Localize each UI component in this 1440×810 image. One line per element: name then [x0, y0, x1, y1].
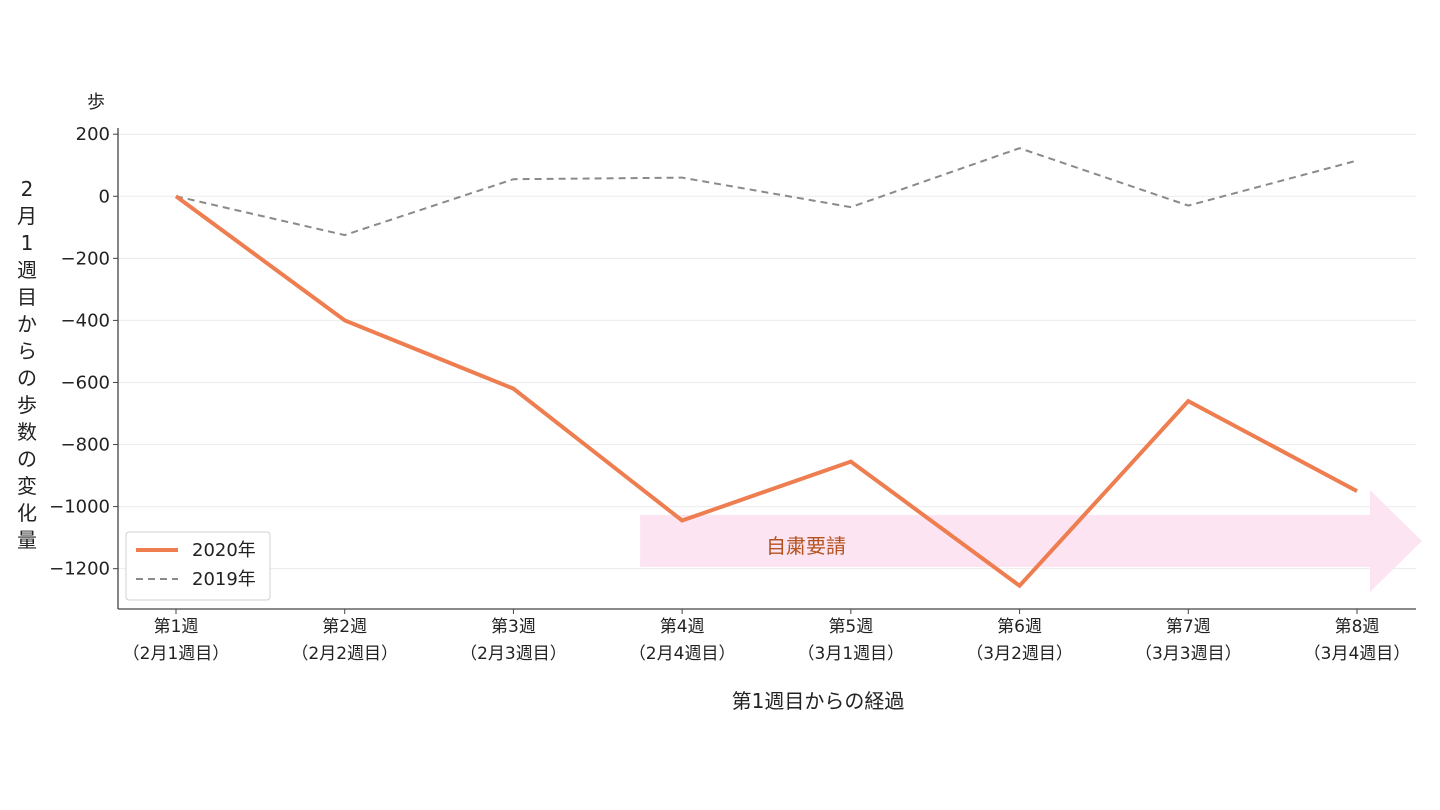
y-tick-label: −400: [61, 310, 110, 331]
annotation-label: 自粛要請: [766, 534, 846, 558]
series-line-2019年: [175, 147, 1358, 237]
x-tick-label: 第7週: [1166, 617, 1211, 637]
x-tick-label: 第2週: [322, 617, 367, 637]
y-tick-label: −1000: [49, 497, 110, 518]
x-tick-label: 第6週: [997, 617, 1042, 637]
series-line-2020年: [174, 194, 1358, 589]
legend-label-2019: 2019年: [192, 569, 256, 590]
x-axis-ticks: 第1週 （2月1週目） 第2週 （2月2週目） 第3週 （2月3週目） 第4週 （2月4週目）…: [123, 609, 1411, 664]
x-tick-sublabel: （3月1週目）: [798, 644, 905, 664]
annotation-arrow-shape: [640, 490, 1422, 592]
y-tick-label: −600: [61, 372, 110, 393]
y-tick-label: −200: [61, 248, 110, 269]
x-tick-sublabel: （3月2週目）: [966, 644, 1073, 664]
y-axis-title: 2 月 1 週目からの歩数の変化量: [17, 177, 37, 552]
x-tick-sublabel: （3月4週目）: [1304, 644, 1411, 664]
grid-lines: [118, 133, 1416, 570]
axes: [117, 128, 1416, 610]
legend: 2020年 2019年: [125, 531, 271, 601]
x-tick-label: 第4週: [660, 617, 705, 637]
x-tick-sublabel: （2月3週目）: [460, 644, 567, 664]
y-tick-label: −800: [61, 435, 110, 456]
y-tick-label: −1200: [49, 559, 110, 580]
x-tick-label: 第3週: [491, 617, 536, 637]
x-tick-sublabel: （3月3週目）: [1135, 644, 1242, 664]
y-axis-unit-label: 歩: [87, 92, 105, 113]
x-tick-label: 第8週: [1335, 617, 1380, 637]
y-tick-label: 200: [76, 124, 110, 145]
x-tick-sublabel: （2月2週目）: [291, 644, 398, 664]
legend-label-2020: 2020年: [192, 540, 256, 561]
x-tick-sublabel: （2月1週目）: [123, 644, 230, 664]
x-tick-sublabel: （2月4週目）: [629, 644, 736, 664]
x-tick-label: 第5週: [828, 617, 873, 637]
x-tick-label: 第1週: [154, 617, 199, 637]
y-tick-label: 0: [99, 186, 110, 207]
x-axis-title: 第1週目からの経過: [732, 689, 905, 713]
series-lines: [174, 147, 1358, 589]
annotation-band: 自粛要請: [640, 490, 1422, 592]
y-axis-ticks: 200 0 −200 −400 −600 −800 −1000 −1200: [49, 124, 118, 580]
